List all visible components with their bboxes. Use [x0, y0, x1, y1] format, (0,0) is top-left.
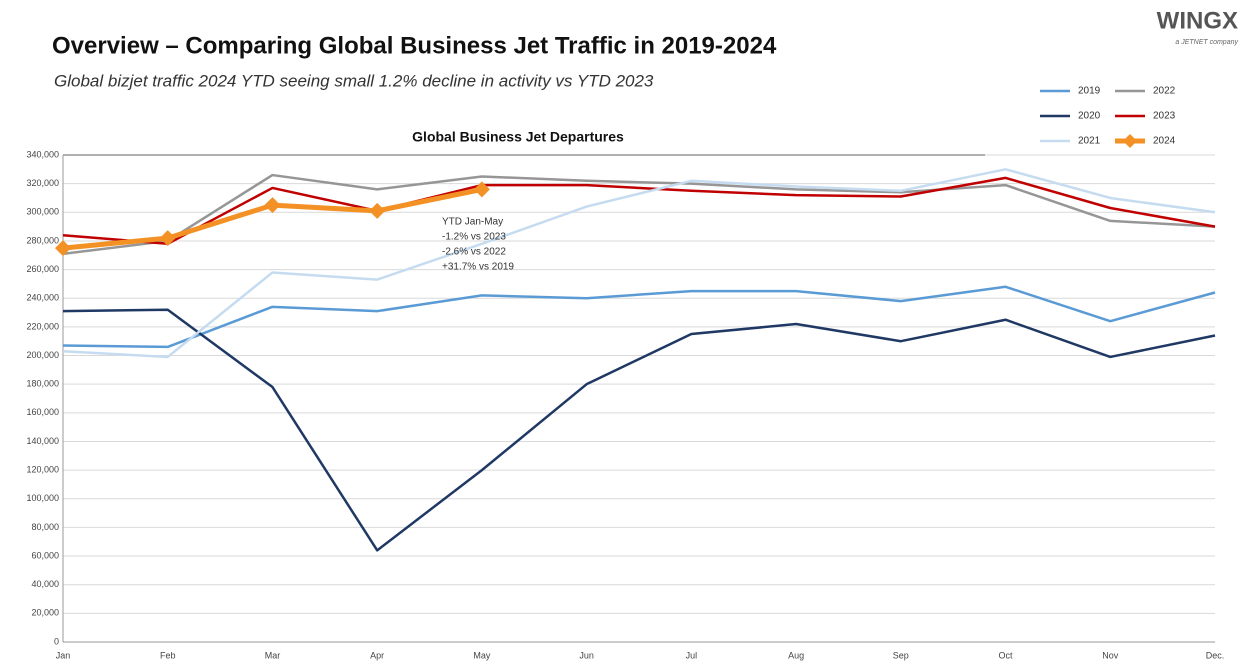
- chart-title: Overview – Comparing Global Business Jet…: [52, 32, 777, 59]
- y-tick-label: 200,000: [26, 350, 59, 360]
- x-tick-label: Sep: [893, 650, 909, 660]
- annotation: -1.2% vs 2023: [442, 232, 506, 243]
- marker: [264, 197, 281, 214]
- y-tick-label: 220,000: [26, 321, 59, 331]
- y-tick-label: 100,000: [26, 493, 59, 503]
- brand-tagline: a JETNET company: [1175, 39, 1238, 46]
- x-tick-label: Apr: [370, 650, 384, 660]
- legend-label: 2019: [1078, 86, 1101, 97]
- y-tick-label: 60,000: [31, 550, 59, 560]
- series-line: [62, 168, 1216, 359]
- y-tick-label: 320,000: [26, 178, 59, 188]
- marker: [473, 181, 490, 198]
- y-tick-label: 240,000: [26, 293, 59, 303]
- series-line: [62, 176, 1216, 246]
- legend-label: 2024: [1153, 136, 1176, 147]
- y-tick-label: 180,000: [26, 379, 59, 389]
- x-tick-label: Jul: [686, 650, 698, 660]
- brand-logo: WINGX: [1157, 7, 1238, 34]
- y-tick-label: 0: [54, 636, 59, 646]
- y-tick-label: 80,000: [31, 522, 59, 532]
- marker: [55, 240, 71, 257]
- annotation: -2.6% vs 2022: [442, 247, 506, 258]
- x-tick-label: Mar: [265, 650, 281, 660]
- y-tick-label: 120,000: [26, 464, 59, 474]
- legend-marker: [1123, 134, 1137, 148]
- y-tick-label: 20,000: [31, 608, 59, 618]
- x-tick-label: Oct: [999, 650, 1014, 660]
- y-tick-label: 40,000: [31, 579, 59, 589]
- y-tick-label: 140,000: [26, 436, 59, 446]
- x-tick-label: Feb: [160, 650, 176, 660]
- x-tick-label: Aug: [788, 650, 804, 660]
- x-tick-label: May: [473, 650, 491, 660]
- y-tick-label: 300,000: [26, 207, 59, 217]
- x-tick-label: Dec.: [1206, 650, 1225, 660]
- legend-label: 2020: [1078, 111, 1101, 122]
- chart-subtitle: Global bizjet traffic 2024 YTD seeing sm…: [54, 71, 654, 90]
- legend-label: 2022: [1153, 86, 1176, 97]
- x-tick-label: Nov: [1102, 650, 1119, 660]
- legend-label: 2023: [1153, 111, 1176, 122]
- legend-label: 2021: [1078, 136, 1101, 147]
- marker: [369, 202, 386, 219]
- series-line: [62, 308, 1216, 552]
- y-tick-label: 340,000: [26, 149, 59, 159]
- marker: [159, 230, 176, 247]
- x-tick-label: Jan: [56, 650, 71, 660]
- y-tick-label: 160,000: [26, 407, 59, 417]
- series-line: [62, 173, 1216, 256]
- annotation: YTD Jan-May: [442, 217, 503, 228]
- plot-title: Global Business Jet Departures: [412, 129, 624, 145]
- annotation: +31.7% vs 2019: [442, 262, 514, 273]
- x-tick-label: Jun: [579, 650, 594, 660]
- y-tick-label: 260,000: [26, 264, 59, 274]
- y-tick-label: 280,000: [26, 235, 59, 245]
- series-line: [62, 285, 1216, 349]
